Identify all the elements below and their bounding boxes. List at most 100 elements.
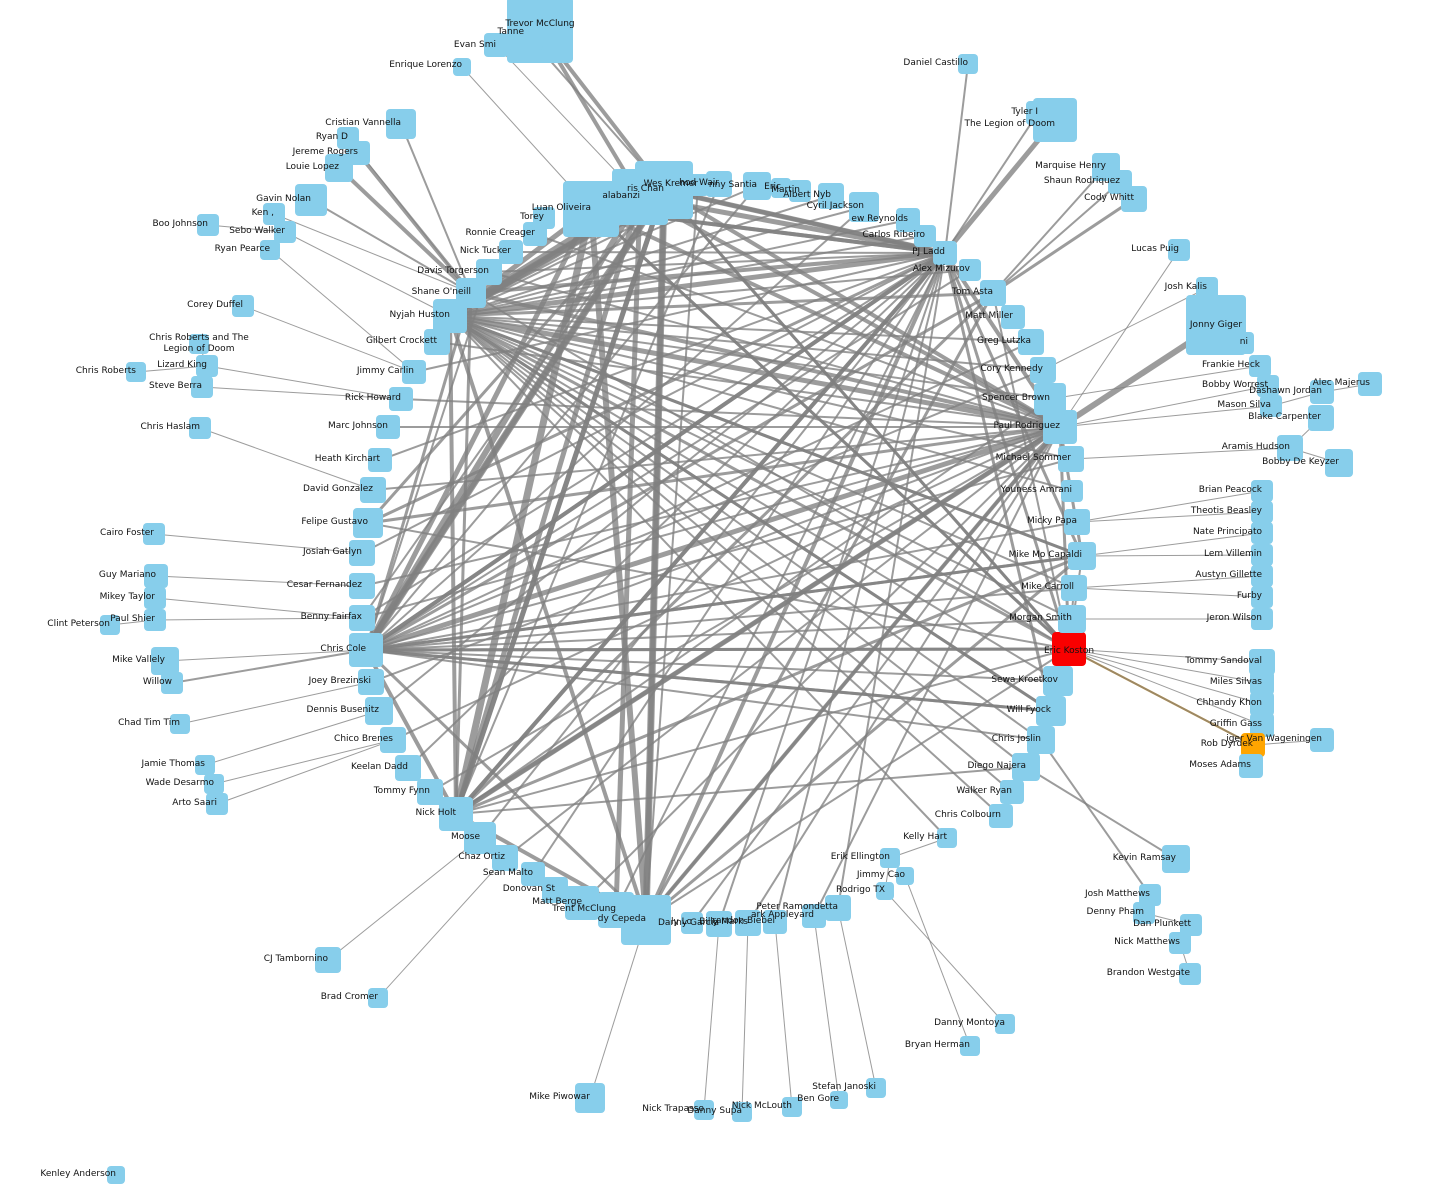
graph-node[interactable] xyxy=(100,615,120,635)
graph-node[interactable] xyxy=(1058,605,1086,633)
graph-node[interactable] xyxy=(542,877,568,903)
graph-node[interactable] xyxy=(621,895,671,945)
graph-node[interactable] xyxy=(937,828,957,848)
graph-node[interactable] xyxy=(1061,575,1087,601)
graph-node[interactable] xyxy=(1018,329,1044,355)
graph-node[interactable] xyxy=(1168,239,1190,261)
graph-node[interactable] xyxy=(499,240,523,264)
graph-node[interactable] xyxy=(144,609,166,631)
graph-node[interactable] xyxy=(1180,914,1202,936)
graph-node[interactable] xyxy=(694,1100,714,1120)
graph-node[interactable] xyxy=(914,225,936,247)
graph-node[interactable] xyxy=(464,822,496,854)
graph-node[interactable] xyxy=(1251,565,1273,587)
graph-node[interactable] xyxy=(365,697,393,725)
graph-node[interactable] xyxy=(802,904,826,928)
graph-node[interactable] xyxy=(349,633,383,667)
graph-node[interactable] xyxy=(197,214,219,236)
graph-node[interactable] xyxy=(565,886,599,920)
graph-node[interactable] xyxy=(980,280,1006,306)
graph-node[interactable] xyxy=(960,1036,980,1056)
graph-node[interactable] xyxy=(523,222,547,246)
graph-node[interactable] xyxy=(353,508,383,538)
graph-node[interactable] xyxy=(1257,375,1279,397)
graph-node[interactable] xyxy=(849,192,879,222)
graph-node[interactable] xyxy=(771,178,791,198)
graph-node[interactable] xyxy=(825,895,851,921)
graph-node[interactable] xyxy=(735,910,761,936)
graph-node[interactable] xyxy=(274,221,296,243)
graph-node[interactable] xyxy=(1232,332,1254,354)
graph-node[interactable] xyxy=(143,523,165,545)
graph-node[interactable] xyxy=(1277,435,1303,461)
graph-node[interactable] xyxy=(380,727,406,753)
graph-node[interactable] xyxy=(1251,608,1273,630)
graph-node[interactable] xyxy=(1179,963,1201,985)
graph-node[interactable] xyxy=(995,1014,1015,1034)
graph-node[interactable] xyxy=(1121,186,1147,212)
graph-node[interactable] xyxy=(1133,902,1155,924)
graph-node[interactable] xyxy=(402,360,426,384)
graph-node[interactable] xyxy=(1052,632,1086,666)
graph-node[interactable] xyxy=(395,755,421,781)
graph-node[interactable] xyxy=(1169,932,1191,954)
graph-node[interactable] xyxy=(743,172,771,200)
graph-node[interactable] xyxy=(958,54,978,74)
graph-node[interactable] xyxy=(1249,649,1275,675)
graph-node[interactable] xyxy=(191,376,213,398)
graph-node[interactable] xyxy=(706,911,732,937)
graph-node[interactable] xyxy=(1043,666,1073,696)
graph-node[interactable] xyxy=(876,882,894,900)
graph-node[interactable] xyxy=(161,672,183,694)
graph-node[interactable] xyxy=(206,793,228,815)
graph-node[interactable] xyxy=(1251,480,1273,502)
graph-node[interactable] xyxy=(232,295,254,317)
graph-node[interactable] xyxy=(170,714,190,734)
graph-node[interactable] xyxy=(521,862,545,886)
graph-node[interactable] xyxy=(376,415,400,439)
graph-node[interactable] xyxy=(1033,98,1077,142)
graph-node[interactable] xyxy=(1064,509,1090,535)
graph-node[interactable] xyxy=(1308,405,1334,431)
graph-node[interactable] xyxy=(1241,733,1265,757)
graph-node[interactable] xyxy=(144,564,168,588)
graph-node[interactable] xyxy=(1061,480,1083,502)
graph-node[interactable] xyxy=(1358,372,1382,396)
graph-node[interactable] xyxy=(386,109,416,139)
graph-node[interactable] xyxy=(1058,446,1084,472)
graph-node[interactable] xyxy=(789,180,811,202)
graph-node[interactable] xyxy=(1325,449,1353,477)
graph-node[interactable] xyxy=(818,183,844,209)
graph-node[interactable] xyxy=(782,1097,802,1117)
graph-node[interactable] xyxy=(612,169,668,225)
graph-node[interactable] xyxy=(1310,380,1334,404)
graph-node[interactable] xyxy=(433,299,467,333)
graph-node[interactable] xyxy=(1012,753,1040,781)
graph-node[interactable] xyxy=(1249,355,1271,377)
graph-node[interactable] xyxy=(830,1091,848,1109)
graph-node[interactable] xyxy=(315,947,341,973)
graph-node[interactable] xyxy=(424,329,450,355)
graph-node[interactable] xyxy=(1139,884,1161,906)
graph-node[interactable] xyxy=(1250,671,1274,695)
graph-node[interactable] xyxy=(349,573,375,599)
graph-node[interactable] xyxy=(896,208,920,232)
graph-node[interactable] xyxy=(1036,696,1066,726)
graph-node[interactable] xyxy=(295,184,327,216)
graph-node[interactable] xyxy=(389,387,413,411)
graph-node[interactable] xyxy=(1000,780,1024,804)
graph-node[interactable] xyxy=(484,33,508,57)
graph-node[interactable] xyxy=(263,203,285,225)
graph-node[interactable] xyxy=(866,1078,886,1098)
graph-node[interactable] xyxy=(1251,586,1273,608)
graph-node[interactable] xyxy=(453,58,471,76)
graph-node[interactable] xyxy=(1027,726,1055,754)
graph-node[interactable] xyxy=(417,779,443,805)
graph-node[interactable] xyxy=(349,540,375,566)
graph-node[interactable] xyxy=(151,647,179,675)
graph-node[interactable] xyxy=(1068,542,1096,570)
graph-node[interactable] xyxy=(196,355,218,377)
graph-node[interactable] xyxy=(1034,383,1066,415)
graph-node[interactable] xyxy=(1001,305,1025,329)
